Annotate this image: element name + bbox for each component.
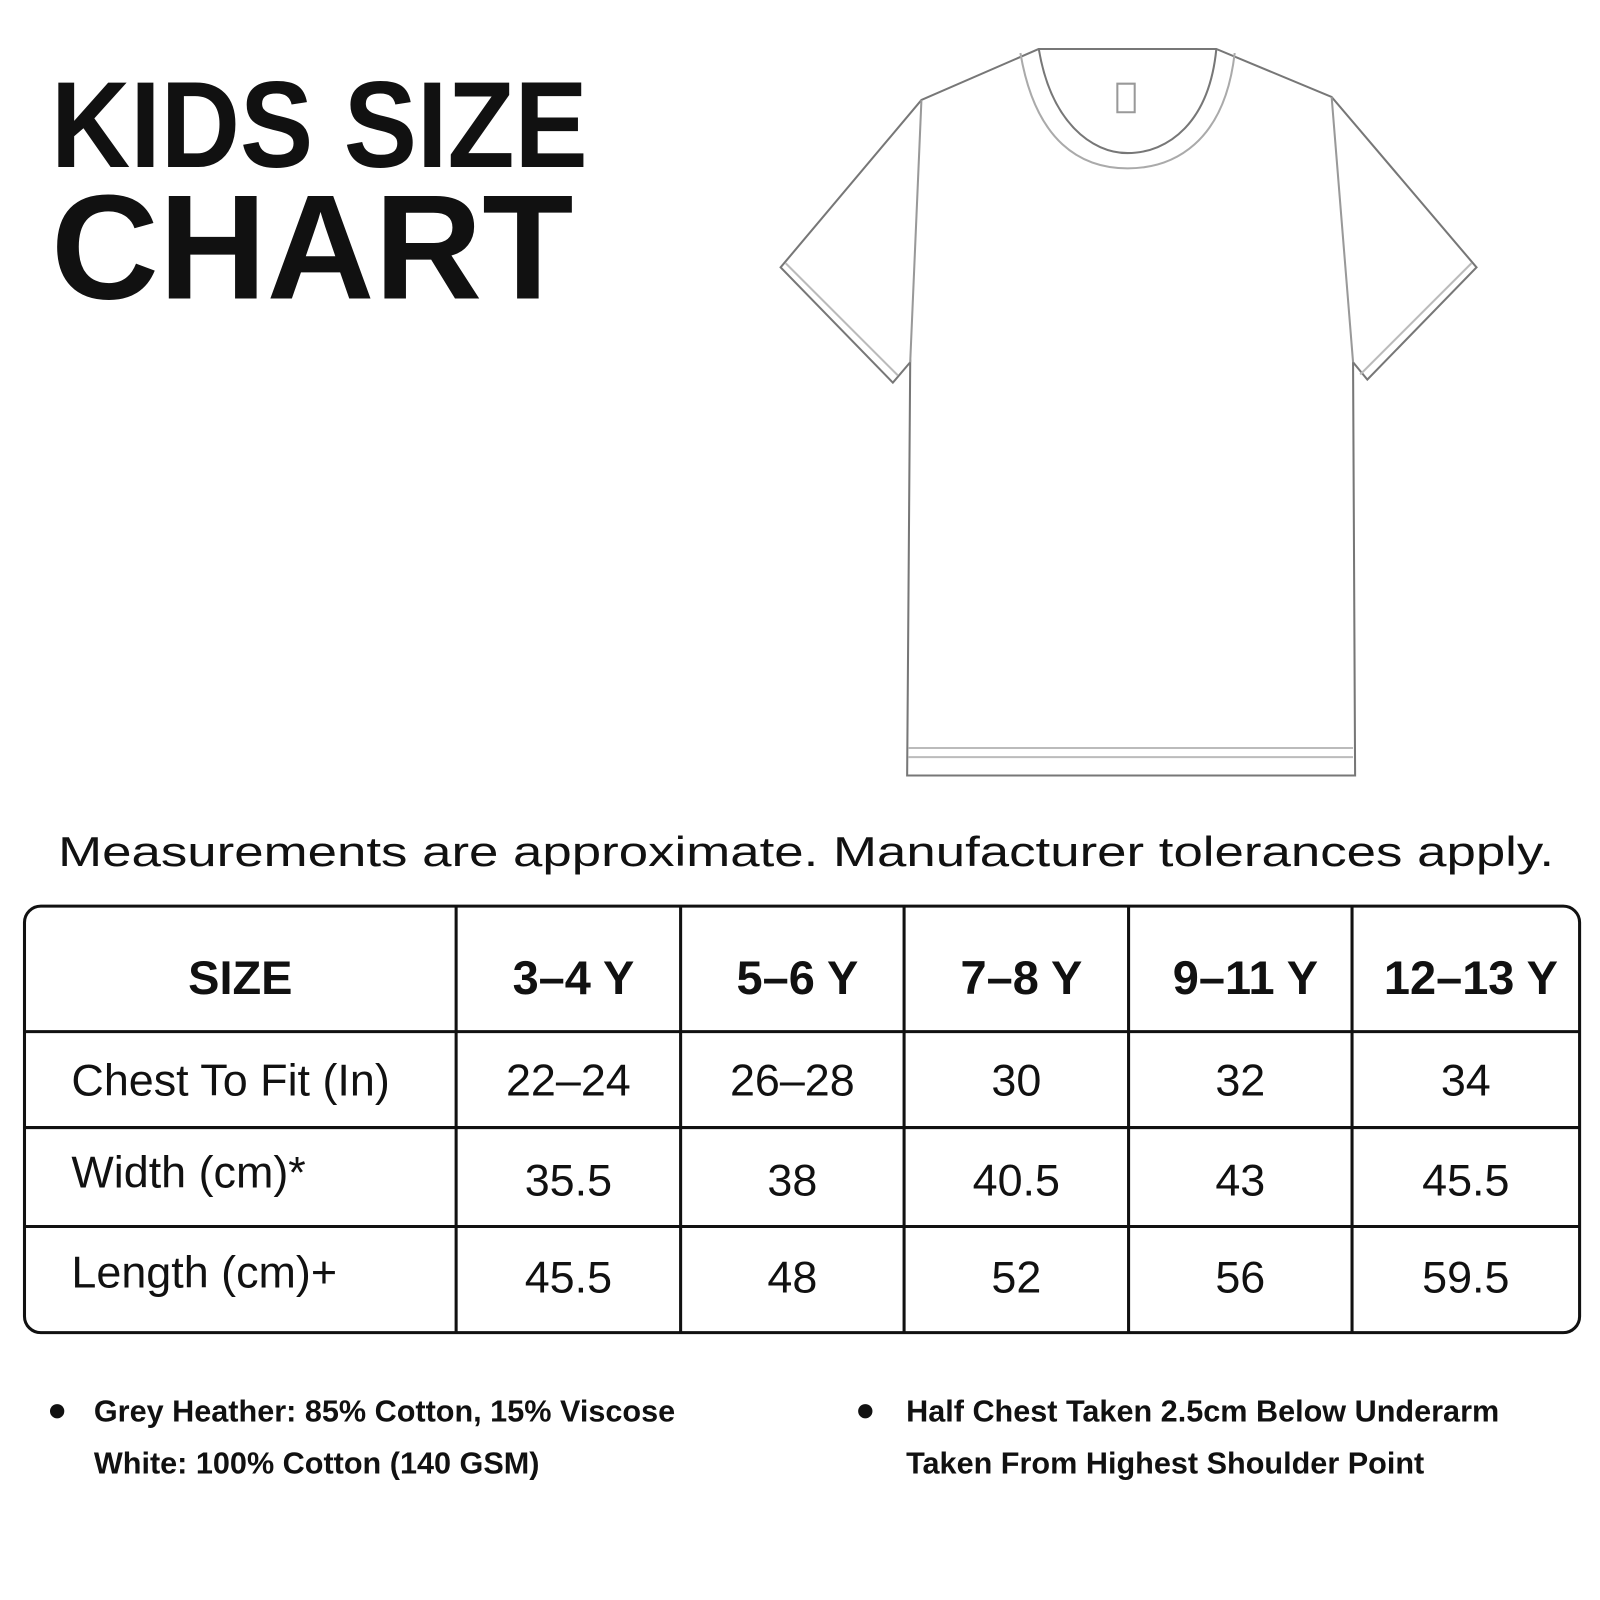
cell: 35.5 <box>525 1155 612 1206</box>
cell: 48 <box>767 1251 817 1302</box>
header-cell: SIZE <box>188 952 292 1004</box>
cell: 34 <box>1441 1055 1491 1106</box>
cell: 26–28 <box>730 1055 855 1106</box>
row-label: Width (cm)* <box>71 1146 305 1197</box>
header-cell: 12–13 Y <box>1384 952 1558 1004</box>
header-cell: 9–11 Y <box>1173 952 1318 1004</box>
size-table: SIZE 3–4 Y 5–6 Y 7–8 Y 9–11 Y 12–13 Y Chest To… <box>22 904 1582 1335</box>
row-label: Length (cm)+ <box>71 1246 337 1297</box>
bullet-text: Half Chest Taken 2.5cm Below Underarm <box>906 1394 1499 1428</box>
note: Measurements are approximate. Manufactur… <box>58 828 1554 875</box>
row-label: Chest To Fit (In) <box>71 1055 389 1106</box>
cell: 45.5 <box>525 1251 612 1302</box>
bullet-text: Taken From Highest Shoulder Point <box>906 1446 1424 1480</box>
cell: 52 <box>991 1251 1041 1302</box>
bullet-text: Grey Heather: 85% Cotton, 15% Viscose <box>94 1394 675 1428</box>
tshirt-illustration <box>779 47 1478 777</box>
header-cell: 5–6 Y <box>737 952 859 1004</box>
header-cell: 3–4 Y <box>513 952 635 1004</box>
cell: 38 <box>767 1155 817 1206</box>
cell: 22–24 <box>506 1055 631 1106</box>
cell: 59.5 <box>1422 1251 1509 1302</box>
title-line-2: CHART <box>51 164 573 331</box>
bullet-notes: Grey Heather: 85% Cotton, 15% Viscose Whi… <box>50 1394 1499 1480</box>
bullet-dot <box>858 1404 873 1419</box>
cell: 45.5 <box>1422 1155 1509 1206</box>
cell: 43 <box>1215 1155 1265 1206</box>
cell: 56 <box>1215 1251 1265 1302</box>
cell: 40.5 <box>973 1155 1060 1206</box>
cell: 30 <box>991 1055 1041 1106</box>
bullet-dot <box>50 1404 65 1419</box>
table-border <box>22 904 1582 1335</box>
cell: 32 <box>1215 1055 1265 1106</box>
header-cell: 7–8 Y <box>961 952 1083 1004</box>
bullet-text: White: 100% Cotton (140 GSM) <box>94 1446 540 1480</box>
title-line-1: KIDS SIZE <box>51 56 588 193</box>
